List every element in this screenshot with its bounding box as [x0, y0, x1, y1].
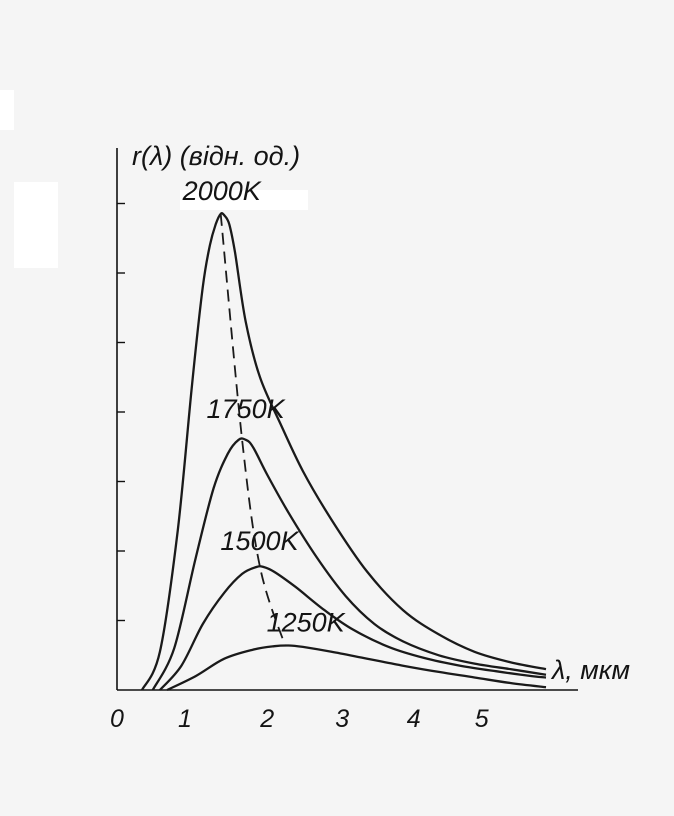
axes — [116, 148, 578, 691]
curve-1500K — [159, 565, 547, 691]
curve-1250K — [166, 644, 547, 692]
series-label-1250K: 1250K — [267, 608, 346, 638]
y-axis-label: r(λ) (відн. од.) — [132, 141, 300, 171]
x-tick-label: 2 — [259, 705, 274, 733]
x-tick-label: 1 — [178, 705, 192, 733]
series-label-1500K: 1500K — [220, 526, 299, 556]
scan-artifact — [180, 190, 308, 210]
x-ticks: 0 1 2 3 4 5 — [110, 705, 489, 733]
series-label-2000K: 2000K — [182, 176, 262, 206]
wien-displacement-line — [219, 213, 286, 646]
x-axis-label: λ, мкм — [550, 655, 630, 685]
curve-2000K — [140, 212, 547, 691]
x-tick-label: 0 — [110, 705, 124, 733]
y-ticks — [117, 202, 125, 622]
x-tick-label: 3 — [335, 705, 349, 733]
series-label-1750K: 1750K — [207, 394, 286, 424]
series-labels: 2000K 1750K 1500K 1250K — [182, 176, 346, 638]
x-tick-label: 4 — [407, 705, 421, 733]
scan-artifact — [14, 182, 58, 268]
x-tick-label: 5 — [475, 705, 489, 733]
curves — [140, 212, 547, 692]
curve-1750K — [151, 437, 547, 691]
scan-artifact — [0, 90, 14, 130]
